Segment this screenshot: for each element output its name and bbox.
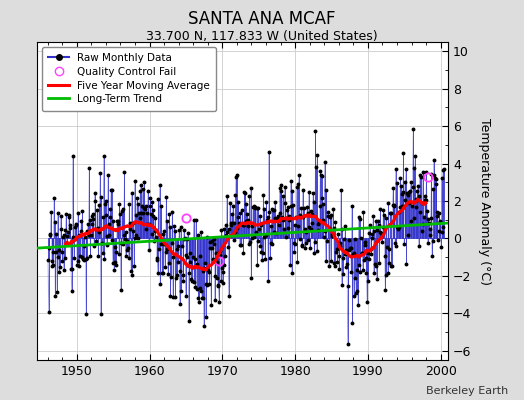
Legend: Raw Monthly Data, Quality Control Fail, Five Year Moving Average, Long-Term Tren: Raw Monthly Data, Quality Control Fail, … <box>42 47 216 111</box>
Text: 33.700 N, 117.833 W (United States): 33.700 N, 117.833 W (United States) <box>146 30 378 43</box>
Text: Berkeley Earth: Berkeley Earth <box>426 386 508 396</box>
Y-axis label: Temperature Anomaly (°C): Temperature Anomaly (°C) <box>478 118 491 284</box>
Text: SANTA ANA MCAF: SANTA ANA MCAF <box>188 10 336 28</box>
